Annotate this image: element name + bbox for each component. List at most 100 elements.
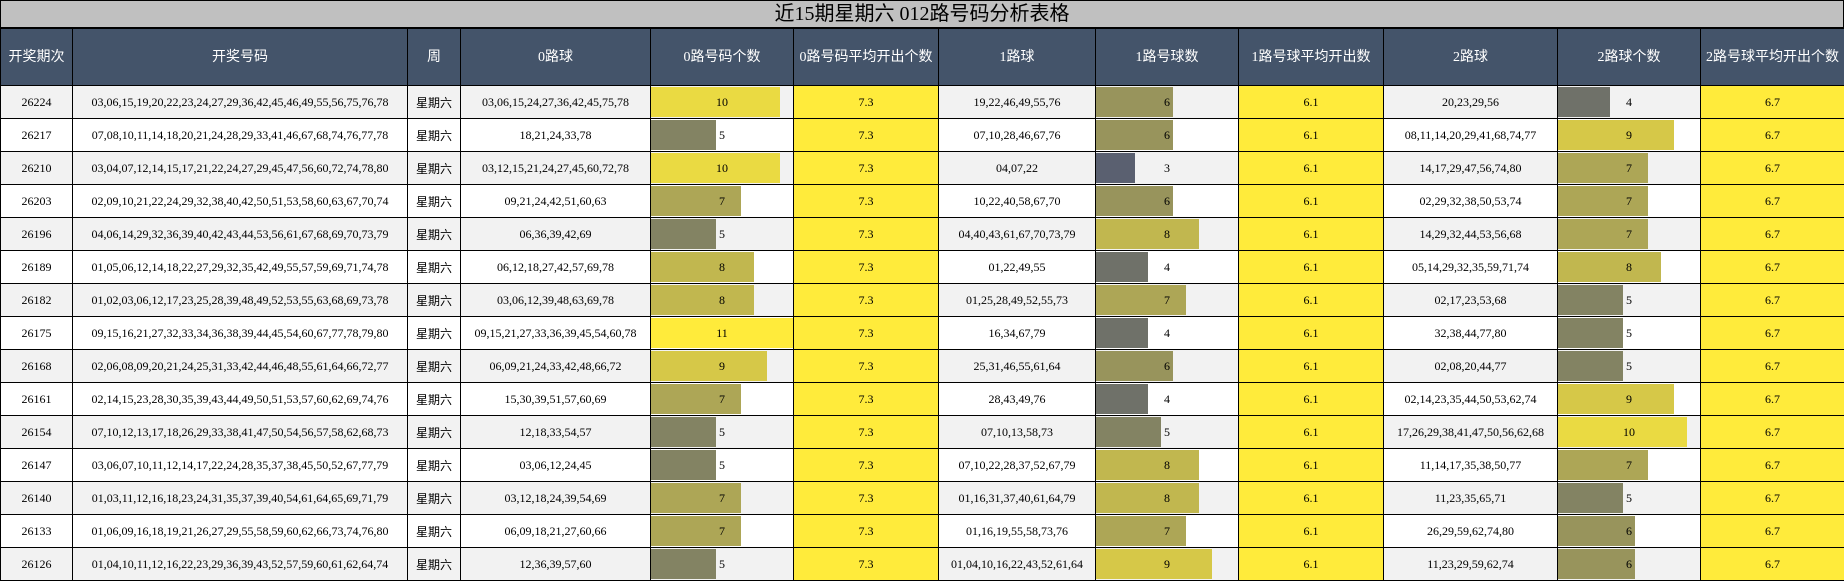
two-count-cell: 8 <box>1558 251 1701 284</box>
two-avg-cell-text: 6.7 <box>1765 95 1780 109</box>
issue-cell: 26175 <box>1 317 73 350</box>
two-avg-cell: 6.7 <box>1701 86 1844 119</box>
two-count-cell-text: 5 <box>1626 491 1632 505</box>
zero-count-cell: 7 <box>651 185 794 218</box>
one-count-cell: 6 <box>1096 185 1239 218</box>
issue-cell-text: 26133 <box>22 524 52 538</box>
zero-balls-cell-text: 03,12,18,24,39,54,69 <box>505 491 607 505</box>
zero-balls-cell: 06,12,18,27,42,57,69,78 <box>461 251 651 284</box>
one-balls-cell: 04,40,43,61,67,70,73,79 <box>939 218 1096 251</box>
zero-balls-cell: 03,12,18,24,39,54,69 <box>461 482 651 515</box>
zero-avg-cell-text: 7.3 <box>859 293 874 307</box>
zero-balls-cell: 12,18,33,54,57 <box>461 416 651 449</box>
week-cell: 星期六 <box>408 317 461 350</box>
zero-balls-cell-text: 06,36,39,42,69 <box>520 227 592 241</box>
two-avg-cell: 6.7 <box>1701 185 1844 218</box>
week-cell-text: 星期六 <box>416 393 452 407</box>
two-count-cell-text: 10 <box>1623 425 1635 439</box>
one-count-cell: 6 <box>1096 119 1239 152</box>
zero-count-cell-bar <box>651 516 741 546</box>
issue-cell-text: 26126 <box>22 557 52 571</box>
one-count-cell-text: 8 <box>1164 227 1170 241</box>
one-avg-cell: 6.1 <box>1239 251 1384 284</box>
zero-count-cell-text: 11 <box>716 326 728 340</box>
zero-avg-cell: 7.3 <box>794 416 939 449</box>
two-count-cell-bar <box>1558 483 1623 513</box>
two-count-cell-bar <box>1558 351 1623 381</box>
zero-avg-cell: 7.3 <box>794 119 939 152</box>
one-count-cell: 3 <box>1096 152 1239 185</box>
one-balls-cell: 07,10,13,58,73 <box>939 416 1096 449</box>
col-header-week: 周 <box>408 29 461 86</box>
week-cell-text: 星期六 <box>416 228 452 242</box>
numbers-cell-text: 01,04,10,11,12,16,22,23,29,36,39,43,52,5… <box>92 557 389 571</box>
one-avg-cell-text: 6.1 <box>1304 524 1319 538</box>
issue-cell-text: 26154 <box>22 425 52 439</box>
one-balls-cell: 16,34,67,79 <box>939 317 1096 350</box>
zero-count-cell-bar <box>651 186 741 216</box>
zero-avg-cell-text: 7.3 <box>859 194 874 208</box>
two-balls-cell: 20,23,29,56 <box>1384 86 1558 119</box>
week-cell-text: 星期六 <box>416 129 452 143</box>
zero-count-cell-text: 5 <box>719 128 725 142</box>
two-count-cell-text: 5 <box>1626 326 1632 340</box>
zero-avg-cell: 7.3 <box>794 383 939 416</box>
zero-avg-cell: 7.3 <box>794 515 939 548</box>
one-avg-cell-text: 6.1 <box>1304 293 1319 307</box>
numbers-cell-text: 03,06,07,10,11,12,14,17,22,24,28,35,37,3… <box>92 458 389 472</box>
zero-count-cell-text: 9 <box>719 359 725 373</box>
zero-count-cell-text: 7 <box>719 392 725 406</box>
two-avg-cell-text: 6.7 <box>1765 194 1780 208</box>
zero-balls-cell-text: 06,09,18,21,27,60,66 <box>505 524 607 538</box>
table-title: 近15期星期六 012路号码分析表格 <box>0 0 1844 28</box>
zero-avg-cell: 7.3 <box>794 152 939 185</box>
zero-balls-cell: 18,21,24,33,78 <box>461 119 651 152</box>
one-count-cell: 5 <box>1096 416 1239 449</box>
one-count-cell-text: 3 <box>1164 161 1170 175</box>
zero-count-cell: 5 <box>651 416 794 449</box>
one-avg-cell: 6.1 <box>1239 119 1384 152</box>
zero-balls-cell: 09,15,21,27,33,36,39,45,54,60,78 <box>461 317 651 350</box>
one-balls-cell-text: 16,34,67,79 <box>989 326 1046 340</box>
two-balls-cell-text: 20,23,29,56 <box>1442 95 1499 109</box>
one-count-cell: 8 <box>1096 218 1239 251</box>
one-count-cell-text: 6 <box>1164 194 1170 208</box>
issue-cell: 26217 <box>1 119 73 152</box>
zero-count-cell-text: 8 <box>719 293 725 307</box>
issue-cell-text: 26182 <box>22 293 52 307</box>
numbers-cell-text: 01,05,06,12,14,18,22,27,29,32,35,42,49,5… <box>92 260 389 274</box>
issue-cell: 26182 <box>1 284 73 317</box>
numbers-cell: 04,06,14,29,32,36,39,40,42,43,44,53,56,6… <box>73 218 408 251</box>
one-balls-cell-text: 04,07,22 <box>996 161 1038 175</box>
col-header-one-avg: 1路号球平均开出数 <box>1239 29 1384 86</box>
one-avg-cell: 6.1 <box>1239 482 1384 515</box>
two-count-cell-bar <box>1558 153 1648 183</box>
zero-avg-cell: 7.3 <box>794 185 939 218</box>
two-count-cell-text: 9 <box>1626 392 1632 406</box>
week-cell: 星期六 <box>408 449 461 482</box>
week-cell: 星期六 <box>408 86 461 119</box>
two-count-cell-text: 8 <box>1626 260 1632 274</box>
week-cell-text: 星期六 <box>416 294 452 308</box>
zero-balls-cell: 06,36,39,42,69 <box>461 218 651 251</box>
zero-balls-cell: 06,09,21,24,33,42,48,66,72 <box>461 350 651 383</box>
two-balls-cell: 05,14,29,32,35,59,71,74 <box>1384 251 1558 284</box>
zero-count-cell-text: 5 <box>719 458 725 472</box>
col-header-two-balls: 2路球 <box>1384 29 1558 86</box>
col-header-numbers: 开奖号码 <box>73 29 408 86</box>
issue-cell: 26224 <box>1 86 73 119</box>
one-balls-cell: 10,22,40,58,67,70 <box>939 185 1096 218</box>
two-count-cell-text: 6 <box>1626 524 1632 538</box>
zero-avg-cell: 7.3 <box>794 350 939 383</box>
two-count-cell: 6 <box>1558 515 1701 548</box>
col-header-zero-avg: 0路号码平均开出个数 <box>794 29 939 86</box>
zero-balls-cell-text: 03,06,12,24,45 <box>520 458 592 472</box>
two-avg-cell: 6.7 <box>1701 152 1844 185</box>
zero-avg-cell-text: 7.3 <box>859 326 874 340</box>
two-count-cell-bar <box>1558 219 1648 249</box>
one-count-cell: 4 <box>1096 317 1239 350</box>
two-count-cell-text: 7 <box>1626 161 1632 175</box>
two-balls-cell: 02,14,23,35,44,50,53,62,74 <box>1384 383 1558 416</box>
two-balls-cell: 11,23,35,65,71 <box>1384 482 1558 515</box>
